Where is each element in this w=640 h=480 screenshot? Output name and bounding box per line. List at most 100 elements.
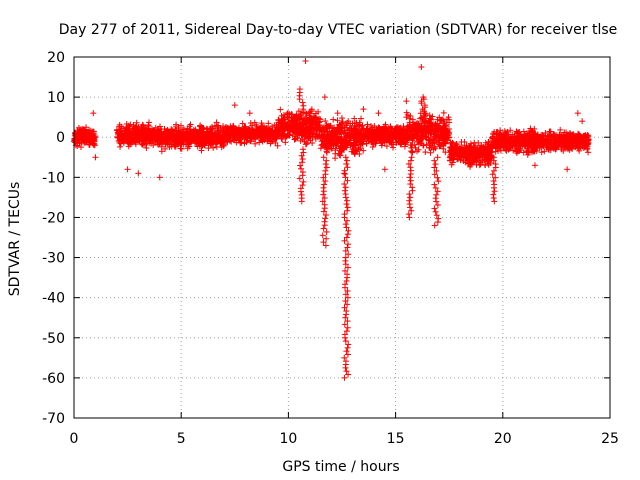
spike-point — [341, 187, 348, 194]
data-point — [209, 139, 216, 146]
data-point — [177, 145, 184, 152]
spike-point — [344, 157, 351, 164]
data-point — [409, 149, 416, 156]
x-tick-label: 5 — [177, 431, 186, 447]
data-point — [175, 128, 182, 135]
outlier-point — [579, 118, 586, 125]
spike-point — [431, 205, 438, 212]
spike-point — [341, 374, 348, 381]
data-point — [77, 128, 84, 135]
spike-point — [320, 188, 327, 195]
data-point — [83, 136, 90, 143]
spike-point — [433, 191, 440, 198]
spike-point — [343, 348, 350, 355]
data-point — [84, 130, 91, 137]
spike-point — [296, 86, 303, 93]
outlier-point — [381, 166, 388, 173]
spike-point — [323, 228, 330, 235]
outlier-point — [341, 170, 348, 177]
spike-point — [409, 187, 416, 194]
spike-point — [323, 164, 330, 171]
data-point — [168, 127, 175, 134]
spike-point — [298, 198, 305, 205]
data-point — [215, 122, 222, 129]
spike-point — [406, 191, 413, 198]
data-point — [170, 130, 177, 137]
spike-point — [344, 164, 351, 171]
y-tick-label: -40 — [42, 291, 65, 307]
outlier-point — [375, 110, 382, 117]
spike-point — [407, 164, 414, 171]
outlier-point — [124, 166, 131, 173]
data-point — [141, 136, 148, 143]
data-point — [358, 115, 365, 122]
spike-point — [344, 324, 351, 331]
spike-point — [434, 219, 441, 226]
data-point — [159, 131, 166, 138]
data-point — [163, 127, 170, 134]
data-point — [134, 129, 141, 136]
y-tick-label: -60 — [42, 371, 65, 387]
spike-point — [490, 184, 497, 191]
data-point — [76, 136, 83, 143]
data-point — [123, 134, 130, 141]
data-point — [162, 145, 169, 152]
data-point — [585, 149, 592, 156]
outlier-point — [92, 154, 99, 161]
outlier-point — [90, 110, 97, 117]
data-point — [194, 143, 201, 150]
outlier-point — [574, 110, 581, 117]
data-point — [125, 143, 132, 150]
spike-point — [408, 154, 415, 161]
data-point — [215, 131, 222, 138]
x-tick-label: 25 — [601, 431, 619, 447]
y-axis-label: SDTVAR / TECUs — [7, 182, 23, 297]
data-point — [557, 126, 564, 133]
data-point — [82, 139, 89, 146]
outlier-point — [531, 162, 538, 169]
spike-point — [299, 99, 306, 106]
data-point — [209, 130, 216, 137]
spike-point — [491, 188, 498, 195]
spike-point — [407, 177, 414, 184]
y-tick-label: -30 — [42, 251, 65, 267]
data-point — [83, 130, 90, 137]
x-tick-label: 10 — [279, 431, 297, 447]
data-point — [77, 144, 84, 151]
data-point — [188, 130, 195, 137]
spike-point — [491, 198, 498, 205]
data-point — [203, 136, 210, 143]
spike-point — [434, 174, 441, 181]
spike-point — [296, 175, 303, 182]
data-point — [185, 133, 192, 140]
data-point — [73, 132, 80, 139]
outlier-point — [403, 98, 410, 105]
y-tick-label: -20 — [42, 210, 65, 226]
data-point — [125, 122, 132, 129]
y-tick-label: 20 — [47, 50, 65, 66]
data-point — [142, 135, 149, 142]
data-point — [427, 149, 434, 156]
chart-title: Day 277 of 2011, Sidereal Day-to-day VTE… — [59, 22, 618, 38]
data-point — [126, 123, 133, 130]
spike-point — [321, 181, 328, 188]
data-point — [86, 141, 93, 148]
spike-point — [490, 195, 497, 202]
data-point — [205, 145, 212, 152]
spike-point — [406, 214, 413, 221]
data-point — [89, 140, 96, 147]
plot-frame — [73, 56, 611, 419]
data-point — [173, 137, 180, 144]
spike-point — [320, 191, 327, 198]
data-point — [184, 145, 191, 152]
spike-point — [342, 334, 349, 341]
data-point — [122, 127, 129, 134]
spike-point — [320, 225, 327, 232]
data-point — [130, 121, 137, 128]
data-point — [160, 139, 167, 146]
y-tick-label: -70 — [42, 411, 65, 427]
data-point — [74, 142, 81, 149]
data-point — [117, 133, 124, 140]
data-point — [174, 131, 181, 138]
